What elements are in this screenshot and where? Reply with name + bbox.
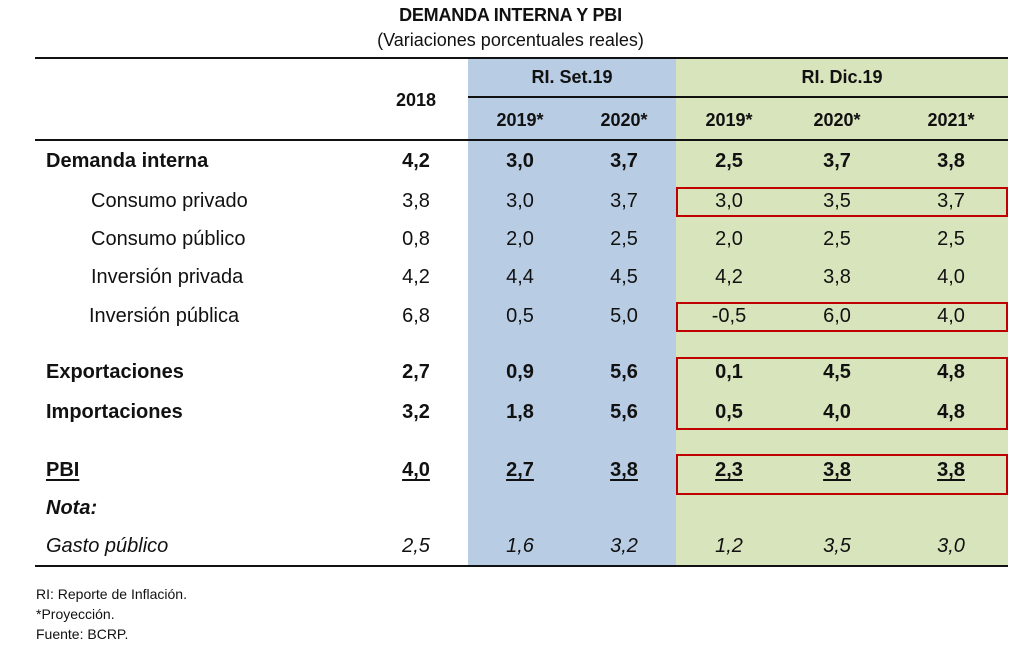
table-title: DEMANDA INTERNA Y PBI bbox=[399, 5, 622, 25]
footnote-fuente: Fuente: BCRP. bbox=[36, 626, 129, 642]
cell-inversion-privada-2: 4,5 bbox=[610, 266, 638, 288]
header-2018: 2018 bbox=[395, 90, 437, 110]
cell-demanda-interna-4: 3,7 bbox=[823, 150, 851, 172]
row-label-consumo-publico: Consumo público bbox=[91, 228, 246, 250]
cell-inversion-publica-0: 6,8 bbox=[402, 305, 430, 327]
cell-inversion-publica-4: 6,0 bbox=[823, 305, 851, 327]
header-dic19-2021: 2021* bbox=[927, 110, 975, 130]
cell-exportaciones-3: 0,1 bbox=[715, 361, 743, 383]
cell-gasto-publico-2: 3,2 bbox=[610, 535, 638, 557]
cell-pbi-3: 2,3 bbox=[715, 459, 743, 481]
cell-exportaciones-2: 5,6 bbox=[610, 361, 638, 383]
set19-column-band bbox=[468, 59, 676, 566]
row-label-nota: Nota: bbox=[46, 497, 98, 519]
cell-consumo-privado-5: 3,7 bbox=[937, 190, 965, 212]
cell-gasto-publico-4: 3,5 bbox=[823, 535, 851, 557]
cell-inversion-publica-1: 0,5 bbox=[506, 305, 534, 327]
cell-consumo-privado-2: 3,7 bbox=[610, 190, 638, 212]
cell-inversion-privada-0: 4,2 bbox=[402, 266, 430, 288]
cell-exportaciones-0: 2,7 bbox=[402, 361, 430, 383]
header-set19-2019: 2019* bbox=[496, 110, 544, 130]
highlight-box-pbi bbox=[676, 454, 1008, 495]
cell-inversion-publica-5: 4,0 bbox=[937, 305, 965, 327]
row-label-pbi: PBI bbox=[46, 459, 80, 481]
cell-importaciones-5: 4,8 bbox=[937, 401, 965, 423]
cell-inversion-publica-2: 5,0 bbox=[610, 305, 638, 327]
cell-pbi-5: 3,8 bbox=[937, 459, 965, 481]
bottom-rule bbox=[35, 565, 1008, 567]
highlight-box-inversion-publica bbox=[676, 302, 1008, 332]
highlight-box-trade bbox=[676, 357, 1008, 430]
cell-demanda-interna-3: 2,5 bbox=[715, 150, 743, 172]
cell-consumo-publico-5: 2,5 bbox=[937, 228, 965, 250]
row-label-inversion-publica: Inversión pública bbox=[89, 305, 240, 327]
header-dic19-2020: 2020* bbox=[813, 110, 861, 130]
cell-consumo-privado-3: 3,0 bbox=[715, 190, 743, 212]
group-header-rule bbox=[468, 96, 1008, 98]
cell-consumo-privado-1: 3,0 bbox=[506, 190, 534, 212]
dic19-column-band bbox=[676, 59, 1008, 566]
cell-gasto-publico-5: 3,0 bbox=[937, 535, 965, 557]
row-label-gasto-publico: Gasto público bbox=[46, 535, 169, 557]
cell-importaciones-4: 4,0 bbox=[823, 401, 851, 423]
cell-inversion-privada-3: 4,2 bbox=[715, 266, 743, 288]
row-label-demanda-interna: Demanda interna bbox=[46, 150, 209, 172]
cell-inversion-privada-1: 4,4 bbox=[506, 266, 534, 288]
cell-demanda-interna-2: 3,7 bbox=[610, 150, 638, 172]
cell-inversion-publica-3: -0,5 bbox=[711, 305, 747, 327]
highlight-box-consumo-privado bbox=[676, 187, 1008, 217]
cell-pbi-4: 3,8 bbox=[823, 459, 851, 481]
cell-exportaciones-1: 0,9 bbox=[506, 361, 534, 383]
cell-gasto-publico-0: 2,5 bbox=[402, 535, 430, 557]
cell-importaciones-3: 0,5 bbox=[715, 401, 743, 423]
cell-gasto-publico-1: 1,6 bbox=[506, 535, 534, 557]
cell-consumo-privado-4: 3,5 bbox=[823, 190, 851, 212]
cell-consumo-publico-4: 2,5 bbox=[823, 228, 851, 250]
header-set19-2020: 2020* bbox=[600, 110, 648, 130]
cell-pbi-1: 2,7 bbox=[506, 459, 534, 481]
row-label-importaciones: Importaciones bbox=[46, 401, 183, 423]
table-subtitle: (Variaciones porcentuales reales) bbox=[377, 30, 644, 50]
row-label-exportaciones: Exportaciones bbox=[46, 361, 184, 383]
footnote-ri: RI: Reporte de Inflación. bbox=[36, 586, 187, 602]
header-group-dic19: RI. Dic.19 bbox=[801, 67, 883, 87]
cell-importaciones-0: 3,2 bbox=[402, 401, 430, 423]
cell-consumo-publico-3: 2,0 bbox=[715, 228, 743, 250]
cell-inversion-privada-5: 4,0 bbox=[937, 266, 965, 288]
cell-exportaciones-4: 4,5 bbox=[823, 361, 851, 383]
row-label-consumo-privado: Consumo privado bbox=[91, 190, 248, 212]
cell-consumo-publico-1: 2,0 bbox=[506, 228, 534, 250]
cell-inversion-privada-4: 3,8 bbox=[823, 266, 851, 288]
header-group-set19: RI. Set.19 bbox=[531, 67, 613, 87]
cell-exportaciones-5: 4,8 bbox=[937, 361, 965, 383]
cell-consumo-publico-2: 2,5 bbox=[610, 228, 638, 250]
cell-consumo-publico-0: 0,8 bbox=[402, 228, 430, 250]
header-bottom-rule bbox=[35, 139, 1008, 141]
row-label-inversion-privada: Inversión privada bbox=[91, 266, 244, 288]
footnote-proyeccion: *Proyección. bbox=[36, 606, 115, 622]
cell-gasto-publico-3: 1,2 bbox=[715, 535, 743, 557]
cell-importaciones-2: 5,6 bbox=[610, 401, 638, 423]
cell-demanda-interna-0: 4,2 bbox=[402, 150, 430, 172]
cell-demanda-interna-1: 3,0 bbox=[506, 150, 534, 172]
header-dic19-2019: 2019* bbox=[705, 110, 753, 130]
cell-pbi-2: 3,8 bbox=[610, 459, 638, 481]
cell-pbi-0: 4,0 bbox=[402, 459, 430, 481]
top-rule bbox=[35, 57, 1008, 59]
cell-demanda-interna-5: 3,8 bbox=[937, 150, 965, 172]
cell-consumo-privado-0: 3,8 bbox=[402, 190, 430, 212]
cell-importaciones-1: 1,8 bbox=[506, 401, 534, 423]
